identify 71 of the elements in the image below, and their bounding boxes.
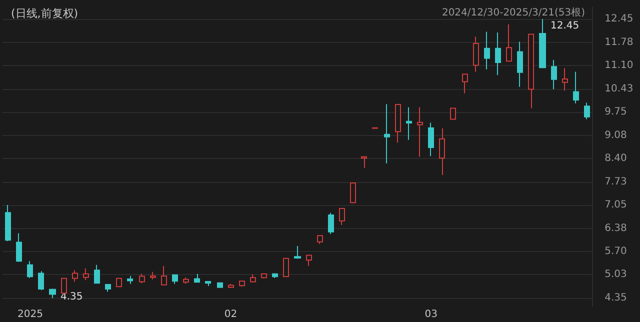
candlestick: [116, 278, 122, 288]
candlestick: [172, 274, 178, 284]
candlestick: [5, 204, 11, 242]
candlestick: [562, 68, 568, 92]
y-tick-label: 11.78: [604, 36, 634, 48]
candlestick: [72, 270, 78, 282]
candlestick: [384, 104, 390, 164]
candlestick: [283, 258, 289, 278]
y-tick-label: 11.10: [604, 60, 634, 72]
y-tick-label: 5.70: [604, 246, 627, 257]
candlestick: [417, 106, 423, 158]
y-tick-label: 6.38: [604, 222, 627, 234]
candlestick: [506, 24, 512, 62]
y-tick-label: 9.08: [604, 130, 627, 141]
candlestick: [462, 73, 468, 94]
candlestick: [573, 71, 579, 104]
candlestick: [406, 106, 412, 140]
candlestick: [484, 31, 490, 70]
y-tick-label: 10.43: [604, 83, 634, 94]
candlestick: [105, 284, 111, 292]
candlestick: [439, 128, 445, 176]
x-tick-label: 03: [424, 309, 438, 320]
candlestick: [228, 283, 234, 289]
candlestick: [339, 208, 345, 226]
candlestick: [239, 280, 245, 288]
candlestick: [127, 275, 133, 284]
candlestick: [161, 265, 167, 286]
chart-subtitle: 2024/12/30-2025/3/21(53根): [442, 6, 586, 18]
candlestick: [584, 102, 590, 120]
candlestick: [517, 41, 523, 88]
y-tick-label: 7.73: [604, 176, 627, 188]
candlestick: [328, 212, 334, 234]
candlestick: [27, 260, 33, 279]
chart-title: (日线,前复权): [11, 7, 78, 20]
candlestick: [473, 36, 479, 72]
y-tick-label: 8.40: [604, 153, 627, 164]
candlestick: [194, 273, 200, 283]
candlestick: [539, 18, 546, 68]
candlestick: [361, 156, 367, 168]
y-tick-label: 7.05: [604, 200, 627, 211]
candlestick: [428, 122, 434, 157]
candlestick: [272, 272, 278, 279]
candlestick: [450, 107, 456, 120]
candlestick: [38, 270, 44, 291]
y-tick-label: 12.45: [604, 14, 634, 25]
candlestick: [317, 234, 323, 244]
candlestick: [16, 232, 22, 262]
candlestick: [306, 254, 312, 266]
y-tick-label: 4.35: [604, 292, 627, 304]
candlestick: [183, 276, 189, 284]
candlestick: [261, 273, 267, 279]
candlestick: [551, 60, 557, 90]
candlestick: [205, 280, 211, 286]
y-tick-label: 5.03: [604, 269, 627, 280]
candlestick: [94, 264, 100, 284]
candlestick: [350, 182, 356, 204]
candlestick: [495, 32, 501, 76]
candlestick: [83, 268, 89, 281]
candlestick: [250, 274, 256, 283]
candlestick: [139, 273, 145, 284]
candlestick: [528, 33, 534, 109]
candlestick: [150, 271, 156, 280]
annotation: 12.45: [550, 20, 580, 32]
candlestick: [395, 104, 401, 144]
y-tick-label: 9.75: [604, 106, 627, 118]
candlestick: [294, 245, 301, 260]
x-tick-label: 2025: [18, 309, 43, 320]
candlestick: [217, 282, 223, 288]
candlestick: [49, 288, 56, 298]
annotation: 4.35: [60, 291, 83, 302]
x-tick-label: 02: [224, 309, 238, 320]
